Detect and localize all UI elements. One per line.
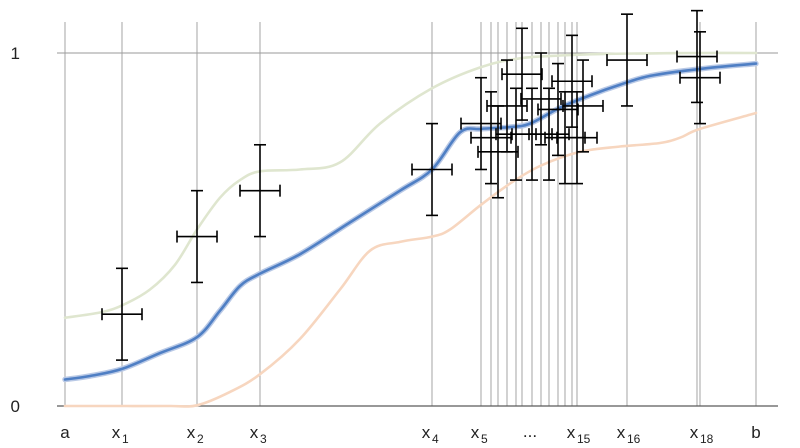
data-point — [606, 13, 648, 107]
x-tick-label-subscript: 16 — [627, 432, 641, 446]
x-tick-label: x 15 — [567, 423, 591, 446]
data-point — [556, 91, 598, 185]
error-bar-layer — [101, 9, 721, 361]
series-line-lower — [63, 111, 758, 408]
x-tick-label: b — [751, 423, 760, 442]
x-tick-label-subscript: 15 — [577, 432, 591, 446]
x-tick-label-subscript: 18 — [700, 432, 714, 446]
data-point — [411, 122, 453, 217]
data-point — [551, 34, 593, 128]
series-line-mean — [63, 62, 758, 381]
data-point — [486, 59, 528, 153]
series-layer — [62, 51, 759, 408]
x-tick-label-subscript: 5 — [481, 432, 488, 446]
x-tick-label: a — [60, 423, 70, 442]
data-point — [562, 59, 604, 153]
x-tick-label: x 18 — [690, 423, 714, 446]
series-line-mean-halo — [62, 60, 759, 383]
x-tick-label-base: b — [751, 423, 760, 442]
series-line-upper — [63, 51, 758, 320]
x-tick-label-base: x — [617, 423, 626, 442]
data-point — [239, 143, 281, 238]
x-tick-label-base: x — [690, 423, 699, 442]
x-tick-label-subscript: 4 — [432, 432, 439, 446]
x-tick-label-base: x — [250, 423, 259, 442]
x-tick-label-base: x — [567, 423, 576, 442]
x-tick-label-subscript: 1 — [122, 432, 129, 446]
data-point — [520, 52, 562, 146]
data-point — [101, 267, 143, 361]
x-tick-label-base: x — [422, 423, 431, 442]
x-tick-label-base: x — [187, 423, 196, 442]
x-tick-label: x 16 — [617, 423, 641, 446]
x-tick-label-subscript: 2 — [197, 432, 204, 446]
x-tick-label-base: x — [112, 423, 121, 442]
data-point — [676, 9, 718, 104]
x-tick-label-base: a — [60, 423, 70, 442]
data-point — [176, 189, 218, 284]
data-point — [501, 27, 543, 121]
x-tick-label-base: x — [471, 423, 480, 442]
data-point — [679, 31, 721, 125]
y-tick-label: 1 — [11, 44, 20, 63]
x-tick-label-base: ... — [523, 422, 537, 441]
tick-label-layer: 01a x 1 x 2 x 3 x 4 x 5... x 15 x 16 x 18 b — [11, 44, 761, 446]
data-point — [460, 76, 502, 171]
x-tick-label-subscript: 3 — [260, 432, 267, 446]
x-tick-label: ... — [523, 422, 537, 441]
y-tick-label: 0 — [11, 397, 20, 416]
